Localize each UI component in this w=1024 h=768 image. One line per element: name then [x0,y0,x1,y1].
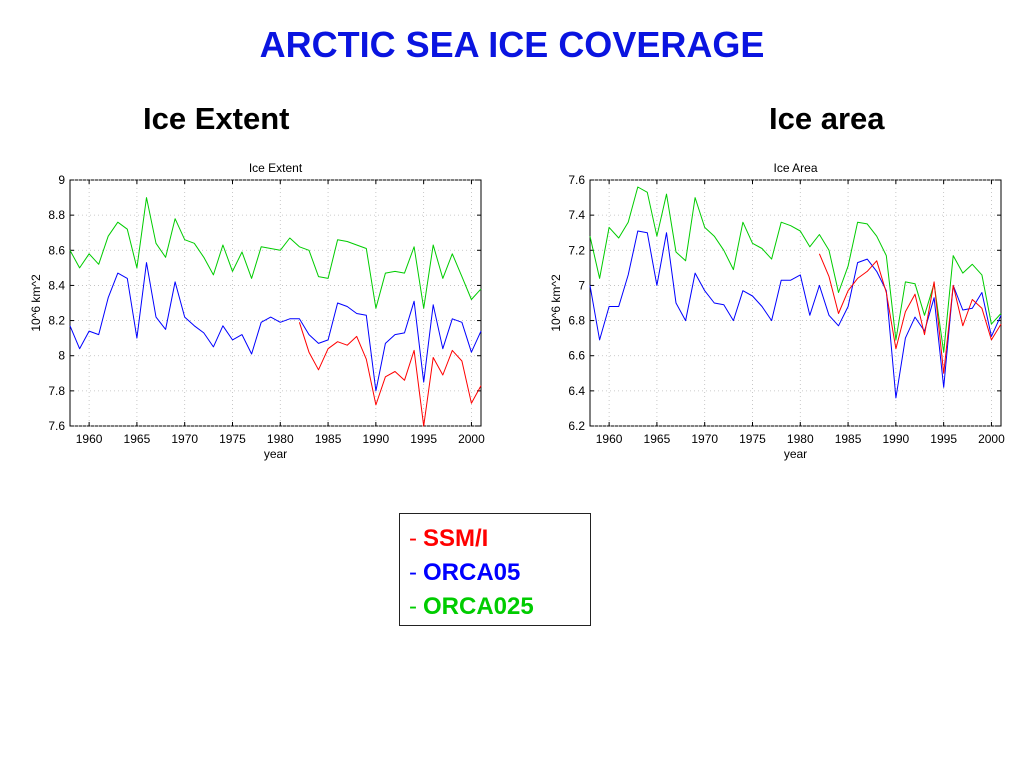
series-line-ssmi [298,322,482,427]
panel-title-ice-area: Ice area [769,101,885,136]
y-tick-label: 7.2 [568,243,585,257]
x-tick-label: 2000 [458,432,485,446]
x-tick-label: 1990 [883,432,910,446]
y-tick-label: 7.6 [48,419,65,433]
y-tick-label: 6.6 [568,349,585,363]
legend-item-orca05: - ORCA05 [409,556,590,590]
chart-title: Ice Extent [249,161,303,175]
series-line-orca025 [69,197,482,309]
y-tick-label: 6.4 [568,384,585,398]
x-tick-label: 1970 [171,432,198,446]
legend-label-orca05: ORCA05 [423,559,521,586]
legend-dash: - [409,525,417,552]
y-tick-label: 8.8 [48,208,65,222]
y-tick-label: 6.2 [568,419,585,433]
y-tick-label: 7.8 [48,384,65,398]
x-tick-label: 1970 [691,432,718,446]
chart-ice-extent: Ice Extent 1960 1965 1970 1975 1980 1985 1990 19… [29,161,485,461]
x-tick-label: 1990 [363,432,390,446]
x-tick-label: 1980 [787,432,814,446]
x-tick-label: 1965 [644,432,671,446]
y-tick-label: 7 [578,278,585,292]
x-tick-label: 1995 [410,432,437,446]
y-tick-label: 8.6 [48,243,65,257]
legend-dash: - [409,593,417,620]
plot-area [69,179,482,427]
x-tick-label: 1980 [267,432,294,446]
x-tick-label: 1985 [835,432,862,446]
y-axis-label: 10^6 km^2 [549,274,563,332]
y-tick-label: 8 [58,349,65,363]
y-tick-label: 8.2 [48,314,65,328]
legend-label-orca025: ORCA025 [423,593,534,620]
y-tick-label: 7.4 [568,208,585,222]
chart-title: Ice Area [773,161,817,175]
x-tick-label: 1985 [315,432,342,446]
series-line-ssmi [818,253,1002,374]
panel-title-ice-extent: Ice Extent [143,101,290,136]
legend-dash: - [409,559,417,586]
y-tick-label: 8.4 [48,278,65,292]
x-axis-label: year [264,447,287,461]
x-tick-label: 1960 [596,432,623,446]
chart-ice-area: Ice Area 1960 1965 1970 1975 1980 1985 1990 1995… [549,161,1005,461]
legend-item-orca025: - ORCA025 [409,590,590,624]
x-tick-label: 2000 [978,432,1005,446]
y-tick-label: 7.6 [568,173,585,187]
x-tick-label: 1965 [124,432,151,446]
x-tick-label: 1975 [219,432,246,446]
legend-item-ssmi: - SSM/I [409,522,590,556]
series-line-orca05 [69,262,482,392]
legend: - SSM/I - ORCA05 - ORCA025 [399,513,591,626]
x-tick-label: 1960 [76,432,103,446]
y-tick-label: 9 [58,173,65,187]
plot-area [589,179,1002,427]
slide-title: ARCTIC SEA ICE COVERAGE [259,24,765,65]
x-tick-label: 1995 [930,432,957,446]
y-tick-label: 6.8 [568,314,585,328]
x-axis-label: year [784,447,807,461]
x-tick-label: 1975 [739,432,766,446]
legend-label-ssmi: SSM/I [423,525,489,552]
series-line-orca05 [589,230,1002,399]
y-axis-label: 10^6 km^2 [29,274,43,332]
